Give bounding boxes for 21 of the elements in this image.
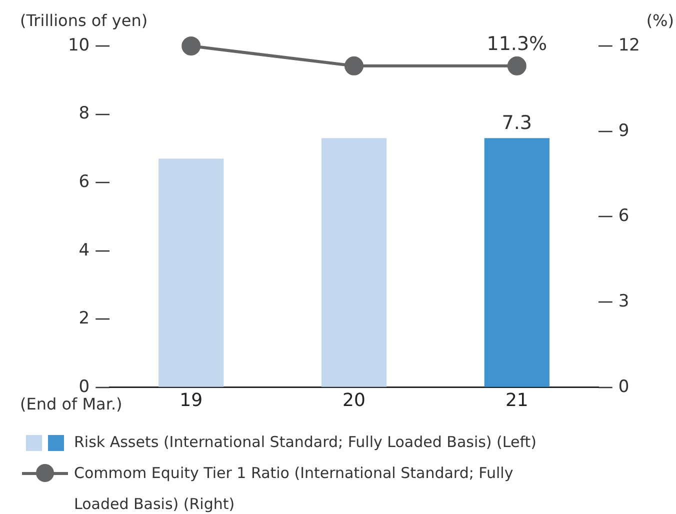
y-tick-label: 4 [78, 240, 90, 260]
data-label: 7.3 [502, 112, 532, 134]
x-axis-title: (End of Mar.) [20, 394, 122, 414]
y-tick-label: 8 [78, 104, 90, 124]
y2-tick-label: 3 [618, 291, 630, 312]
y2-tick-label: 0 [618, 376, 630, 397]
legend-label: Commom Equity Tier 1 Ratio (International Standard; Fully Loaded Basis) (Right) [74, 463, 514, 514]
x-tick-label: 20 [342, 390, 366, 411]
y2-axis-title: (%) [646, 11, 674, 30]
data-label: 11.3% [486, 32, 548, 55]
y-tick-label: 10 [68, 35, 90, 56]
y-tick-label: 2 [78, 308, 90, 329]
y-axis-title: (Trillions of yen) [20, 11, 148, 30]
y2-tick-label: 9 [618, 120, 630, 141]
y-tick-label: 0 [78, 376, 90, 397]
x-tick-label: 19 [180, 390, 203, 411]
y-tick-label: 6 [78, 172, 90, 192]
y2-tick-label: 6 [618, 206, 630, 226]
y2-tick-label: 12 [618, 35, 640, 56]
legend-label: Risk Assets (International Standard; Fully Loaded Basis) (Left) [74, 432, 538, 453]
x-tick-label: 21 [505, 390, 528, 411]
